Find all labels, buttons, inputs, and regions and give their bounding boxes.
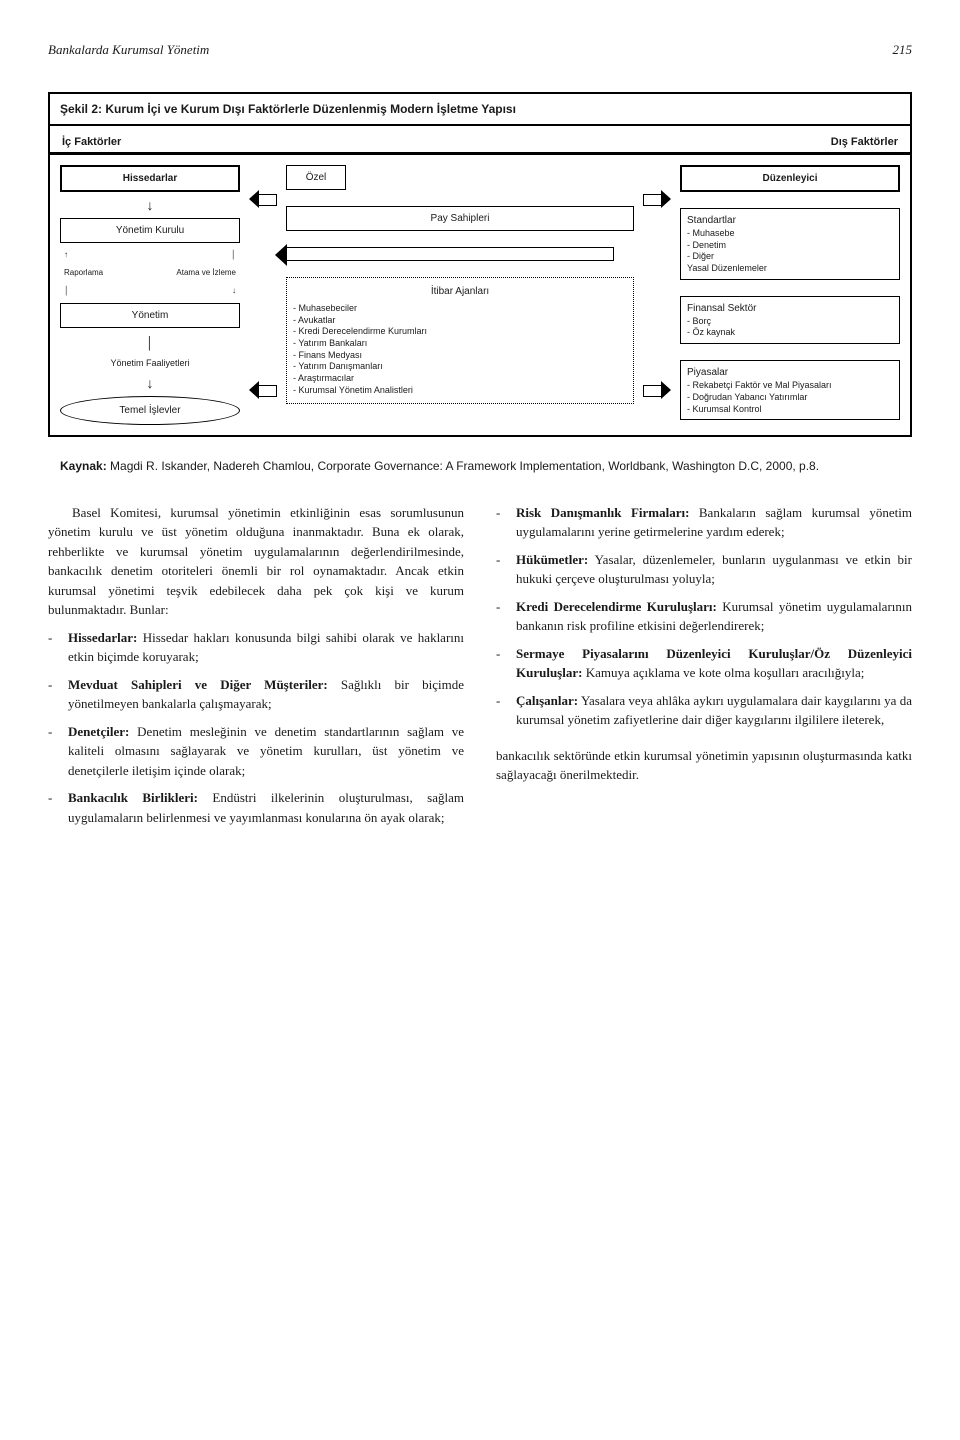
dash-icon: - <box>48 628 58 667</box>
right-column: - Risk Danışmanlık Firmaları: Bankaların… <box>496 503 912 836</box>
block-arrow-right-icon <box>642 381 672 399</box>
list-item: - Çalışanlar: Yasalara veya ahlâka aykır… <box>496 691 912 730</box>
item-bold: Hükümetler: <box>516 552 588 567</box>
block-arrow-right-icon <box>642 190 672 208</box>
list-item: - Mevduat Sahipleri ve Diğer Müşteriler:… <box>48 675 464 714</box>
citation-text: Magdi R. Iskander, Nadereh Chamlou, Corp… <box>110 459 819 473</box>
node-standards: Standartlar - Muhasebe - Denetim - Diğer… <box>680 208 900 280</box>
list-item: - Kredi Derecelendirme Kuruluşları: Kuru… <box>496 597 912 636</box>
node-regulator: Düzenleyici <box>680 165 900 192</box>
wide-arrow-left-icon <box>286 247 614 261</box>
diagram-right-col: Düzenleyici Standartlar - Muhasebe - Den… <box>680 165 900 425</box>
finsector-list: - Borç - Öz kaynak <box>687 316 893 339</box>
factor-header-row: İç Faktörler Dış Faktörler <box>50 126 910 156</box>
intro-paragraph: Basel Komitesi, kurumsal yönetimin etkin… <box>48 503 464 620</box>
markets-list: - Rekabetçi Faktör ve Mal Piyasaları - D… <box>687 380 893 415</box>
node-stakeholders: Pay Sahipleri <box>286 206 634 231</box>
citation-label: Kaynak: <box>60 459 107 473</box>
report-assign-labels: Raporlama Atama ve İzleme <box>60 267 240 279</box>
diagram-mid-col: Özel Pay Sahipleri İtibar Ajanları - Muh… <box>286 165 634 425</box>
node-activities: Yönetim Faaliyetleri <box>60 358 240 370</box>
reputation-list: - Muhasebeciler - Avukatlar - Kredi Dere… <box>293 303 627 397</box>
item-bold: Mevduat Sahipleri ve Diğer Müşteriler: <box>68 677 328 692</box>
item-bold: Hissedarlar: <box>68 630 137 645</box>
item-bold: Risk Danışmanlık Firmaları: <box>516 505 689 520</box>
node-private: Özel <box>286 165 346 190</box>
list-item: - Denetçiler: Denetim mesleğinin ve dene… <box>48 722 464 781</box>
figure-2: Şekil 2: Kurum İçi ve Kurum Dışı Faktörl… <box>48 92 912 437</box>
standards-title: Standartlar <box>687 213 893 228</box>
node-markets: Piyasalar - Rekabetçi Faktör ve Mal Piya… <box>680 360 900 420</box>
mid-top-row: Özel <box>286 165 634 190</box>
node-shareholders: Hissedarlar <box>60 165 240 192</box>
list-item: - Sermaye Piyasalarını Düzenleyici Kurul… <box>496 644 912 683</box>
node-management: Yönetim <box>60 303 240 328</box>
diagram-body: Hissedarlar ↓ Yönetim Kurulu ↑│ Raporlam… <box>50 155 910 435</box>
closing-paragraph: bankacılık sektöründe etkin kurumsal yön… <box>496 746 912 785</box>
list-item: - Hükümetler: Yasalar, düzenlemeler, bun… <box>496 550 912 589</box>
finsector-title: Finansal Sektör <box>687 301 893 316</box>
list-item: - Bankacılık Birlikleri: Endüstri ilkele… <box>48 788 464 827</box>
node-core-functions: Temel İşlevler <box>60 396 240 425</box>
node-board: Yönetim Kurulu <box>60 218 240 243</box>
report-assign-row2: │↓ <box>60 285 240 297</box>
item-text: Kamuya açıklama ve kote olma koşulları a… <box>586 665 865 680</box>
dash-icon: - <box>48 675 58 714</box>
node-financial-sector: Finansal Sektör - Borç - Öz kaynak <box>680 296 900 344</box>
arrow-col-mr <box>642 165 672 425</box>
diagram-left-col: Hissedarlar ↓ Yönetim Kurulu ↑│ Raporlam… <box>60 165 240 425</box>
left-column: Basel Komitesi, kurumsal yönetimin etkin… <box>48 503 464 836</box>
page-number: 215 <box>893 40 913 60</box>
external-factors-label: Dış Faktörler <box>831 134 898 151</box>
dash-icon: - <box>496 691 506 730</box>
standards-list: - Muhasebe - Denetim - Diğer Yasal Düzen… <box>687 228 893 275</box>
reputation-title: İtibar Ajanları <box>293 284 627 299</box>
dash-icon: - <box>496 503 506 542</box>
item-bold: Kredi Derecelendirme Kuruluşları: <box>516 599 717 614</box>
figure-citation: Kaynak: Magdi R. Iskander, Nadereh Chaml… <box>60 457 912 475</box>
running-title: Bankalarda Kurumsal Yönetim <box>48 40 209 60</box>
list-item: - Risk Danışmanlık Firmaları: Bankaların… <box>496 503 912 542</box>
item-bold: Bankacılık Birlikleri: <box>68 790 198 805</box>
block-arrow-left-icon <box>248 190 278 208</box>
dash-icon: - <box>48 722 58 781</box>
dash-icon: - <box>496 644 506 683</box>
markets-title: Piyasalar <box>687 365 893 380</box>
connector-vert: │ <box>60 334 240 352</box>
arrow-down-icon: ↓ <box>60 198 240 212</box>
arrow-col-ml <box>248 165 278 425</box>
body-columns: Basel Komitesi, kurumsal yönetimin etkin… <box>48 503 912 836</box>
assign-label: Atama ve İzleme <box>176 267 236 279</box>
dash-icon: - <box>496 550 506 589</box>
running-header: Bankalarda Kurumsal Yönetim 215 <box>48 40 912 60</box>
reporting-label: Raporlama <box>64 267 103 279</box>
internal-factors-label: İç Faktörler <box>62 134 121 151</box>
figure-title: Şekil 2: Kurum İçi ve Kurum Dışı Faktörl… <box>50 94 910 126</box>
report-assign-row: ↑│ <box>60 249 240 261</box>
list-item: - Hissedarlar: Hissedar hakları konusund… <box>48 628 464 667</box>
item-bold: Denetçiler: <box>68 724 129 739</box>
dash-icon: - <box>48 788 58 827</box>
block-arrow-left-icon <box>248 381 278 399</box>
node-reputation-agents: İtibar Ajanları - Muhasebeciler - Avukat… <box>286 277 634 404</box>
dash-icon: - <box>496 597 506 636</box>
item-bold: Çalışanlar: <box>516 693 578 708</box>
arrow-down-icon: ↓ <box>60 376 240 390</box>
